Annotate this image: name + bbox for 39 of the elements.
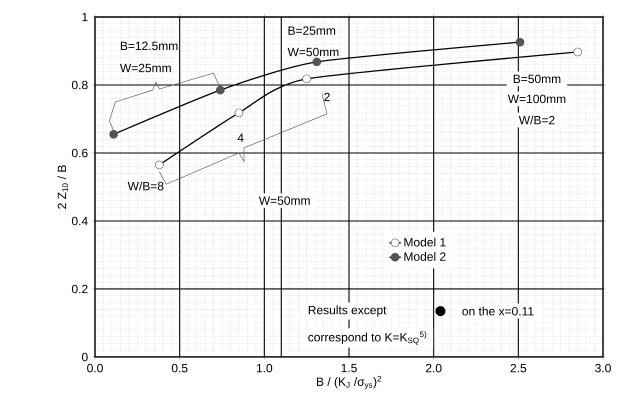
y-tick-label: 0	[82, 352, 88, 362]
annotation: Results except	[308, 306, 386, 317]
annotation: on the x=0.11	[462, 306, 534, 316]
annotation: W/B=8	[128, 182, 164, 190]
point	[516, 38, 524, 46]
legend-label: Model 2	[404, 252, 446, 261]
x-tick-label: 1.0	[256, 364, 272, 372]
annotation: W/B=2	[518, 116, 555, 124]
y-axis-title: 2 Z$_{10}$ / B	[57, 165, 68, 209]
annotation: W=50mm	[258, 196, 310, 205]
annotation: W=50mm	[288, 48, 338, 56]
x-tick-label: 3.0	[595, 364, 611, 372]
point	[216, 86, 225, 94]
annotation: B=50mm	[514, 74, 560, 84]
y-tick-label: 0.4	[72, 216, 88, 226]
y-tick-label: 1	[82, 12, 88, 22]
point	[155, 160, 164, 170]
point	[302, 74, 311, 84]
y-tick-label: 0.8	[72, 80, 88, 90]
point	[312, 58, 322, 66]
x-tick-label: 1.5	[342, 364, 357, 372]
y-tick-label: 0.2	[72, 284, 88, 294]
annotation: 4	[238, 134, 244, 142]
x-axis-title: B / (K$_{J}$ /σ$_{ys}$)$^{2}$	[316, 376, 382, 390]
x-tick-label: 0.0	[87, 364, 103, 372]
point	[573, 48, 582, 56]
point	[234, 108, 244, 118]
annotation: B=12.5mm	[120, 42, 178, 50]
annotation: W=25mm	[120, 64, 171, 72]
annotation: W=100mm	[508, 94, 566, 104]
legend-label: Model 1	[404, 238, 446, 247]
x-tick-label: 2.0	[426, 364, 442, 372]
point	[109, 130, 118, 139]
x-tick-label: 0.5	[172, 364, 188, 372]
annotation: correspond to K=K$_{SQ}$5)	[308, 331, 426, 345]
y-tick-label: 0.6	[72, 148, 88, 158]
annotation: B=25mm	[288, 26, 336, 35]
annotation: 2	[324, 92, 330, 102]
x-tick-label: 2.5	[510, 364, 526, 372]
